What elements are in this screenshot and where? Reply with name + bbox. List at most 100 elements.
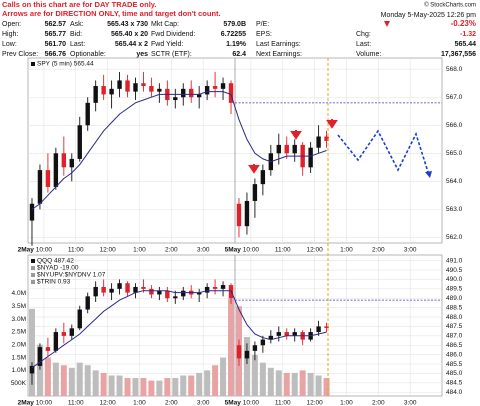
candle-body	[228, 83, 234, 103]
volume-bar	[92, 370, 99, 396]
volume-bar	[156, 380, 163, 396]
volume-tick-label: 2.0M	[12, 341, 26, 348]
volume-bar	[212, 365, 219, 396]
candle-body	[220, 83, 226, 89]
legend-label: $TRIN 0.93	[37, 279, 71, 286]
candle-body	[149, 86, 154, 92]
candle-body	[244, 200, 250, 227]
volume-tick-label: 1.0M	[12, 367, 26, 374]
y-tick-label: 488.0	[446, 314, 463, 321]
candle-body	[284, 332, 289, 336]
volume-bar	[140, 378, 147, 396]
candle-body	[196, 292, 202, 295]
volume-bar	[132, 378, 139, 396]
quote-label: Open:	[2, 21, 21, 28]
volume-tick-label: 1.5M	[12, 354, 26, 361]
notes-box: Calls on this chart are for DAY TRADE on…	[0, 0, 252, 19]
charts: 562.0 563.0 564.0 565.0 566.0 567.0 568.0 10:00…	[11, 57, 463, 406]
y-tick-label: 566.0	[446, 122, 463, 129]
volume-bar	[251, 354, 258, 396]
quote-value: 6.72255	[221, 31, 246, 38]
y-tick-label: 485.5	[446, 361, 463, 368]
legend-swatch	[31, 259, 35, 263]
y-tick-label: 488.5	[446, 304, 463, 311]
candle-body	[125, 283, 130, 293]
quote-table: Open: 562.57 Ask: 565.43 x 730 Mkt Cap: 579.0…	[2, 21, 476, 58]
candle-body	[260, 339, 266, 346]
quote-label: Optionable:	[70, 51, 106, 58]
quote-label: EPS:	[256, 31, 272, 38]
quote-label: Last Earnings:	[256, 41, 301, 48]
volume-bar	[116, 375, 123, 396]
quote-label: Volume:	[356, 51, 381, 58]
candle-body	[61, 153, 67, 168]
candle-body	[29, 203, 35, 221]
annotations	[248, 58, 432, 396]
candle-body	[324, 136, 329, 141]
candle-body	[101, 86, 106, 95]
candle-body	[37, 347, 43, 366]
y-tick-label: 489.0	[446, 295, 463, 302]
candle-body	[133, 286, 138, 293]
volume-tick-label: 500K	[11, 380, 27, 387]
moving-average	[31, 91, 327, 210]
x-tick-label: 2:00	[165, 400, 178, 406]
y-tick-label: 568.0	[446, 66, 463, 73]
quote-label: Fwd Yield:	[151, 41, 183, 48]
volume-tick-label: 4.0M	[12, 290, 26, 297]
y-tick-label: 562.0	[446, 234, 463, 241]
candle-body	[276, 332, 281, 336]
x-tick-label: 11:00	[68, 400, 84, 406]
candle-body	[77, 309, 82, 329]
y-tick-label: 486.0	[446, 351, 463, 358]
candle-body	[69, 158, 74, 168]
x-tick-label: 1:00	[340, 400, 353, 406]
volume-bar	[307, 372, 314, 396]
y-tick-label: 564.0	[446, 178, 463, 185]
volume-tick-label: 3.0M	[12, 316, 26, 323]
quote-value: 565.44	[455, 41, 477, 48]
candle-body	[85, 296, 90, 310]
y-tick-label: 490.0	[446, 276, 463, 283]
x-tick-label: 12:00	[99, 400, 116, 406]
candle-body	[133, 83, 138, 92]
x-tick-label: 3:00	[197, 400, 210, 406]
y-tick-label: 484.5	[446, 380, 463, 387]
volume-bar	[36, 344, 43, 396]
candle-body	[173, 97, 178, 101]
volume-bar	[76, 362, 83, 396]
quote-value: yes	[136, 51, 148, 58]
candle-body	[292, 144, 297, 154]
quote-label: High:	[2, 31, 18, 38]
volume-bar	[283, 372, 290, 396]
volume-bar	[196, 372, 203, 396]
x-tick-label: 2:00	[372, 400, 385, 406]
quote-value: 565.77	[45, 31, 67, 38]
x-tick-label: 12:00	[99, 247, 116, 254]
x-tick-label: 12:00	[306, 400, 323, 406]
volume-tick-label: 2.5M	[12, 329, 26, 336]
candle-body	[173, 296, 178, 299]
x-tick-label: 3:00	[197, 247, 210, 254]
volume-bar	[299, 370, 306, 396]
quote-value: 17,367,556	[441, 51, 476, 58]
quote-label: Last:	[70, 41, 85, 48]
legend-label: $NYUPV:$NYDNV 1.07	[37, 272, 106, 279]
projection-path	[337, 129, 429, 173]
y-tick-label: 490.5	[446, 267, 463, 274]
legend-label: SPY (5 min) 565.44	[37, 61, 94, 68]
candle-body	[61, 332, 67, 336]
candle-body	[260, 170, 266, 185]
candle-body	[141, 286, 146, 289]
quote-value: 565.44 x 2	[115, 41, 148, 48]
quote-label: Prev Close:	[2, 51, 38, 58]
candle-body	[316, 326, 321, 333]
quote-value: 562.57	[45, 21, 67, 28]
candle-body	[53, 153, 59, 187]
candle-body	[45, 347, 51, 351]
candle-body	[85, 102, 90, 126]
candle-body	[316, 136, 321, 148]
volume-bar	[267, 367, 274, 396]
volume-tick-label: 3.5M	[12, 303, 26, 310]
day-label: 5May	[225, 400, 242, 406]
